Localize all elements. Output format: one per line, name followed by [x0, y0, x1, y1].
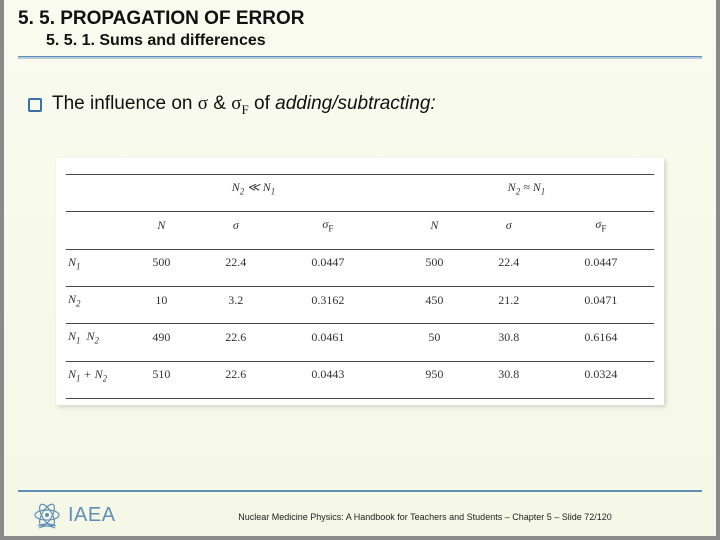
table-row: N2103.20.3162 45021.20.0471 [66, 286, 654, 313]
table-row: N1 N249022.60.0461 5030.80.6164 [66, 324, 654, 351]
table-cell: 0.6164 [548, 324, 654, 351]
table-cell: 50 [399, 324, 470, 351]
data-table-container: N2 ≪ N1 N2 ≈ N1 N σ σF N σ σF N150022.40… [56, 158, 664, 405]
group-left-label: N2 ≪ N1 [126, 174, 381, 201]
table-cell: 30.8 [470, 324, 548, 351]
bullet-italic: adding/subtracting: [275, 93, 436, 114]
col-sigma-right: σ [470, 212, 548, 239]
col-N-left: N [126, 212, 197, 239]
iaea-logo: IAEA [32, 500, 116, 530]
sigma-sub: F [242, 102, 249, 117]
logo-text: IAEA [68, 504, 116, 527]
data-table: N2 ≪ N1 N2 ≈ N1 N σ σF N σ σF N150022.40… [66, 164, 654, 399]
table-cell: 22.4 [197, 249, 275, 276]
slide-header: 5. 5. PROPAGATION OF ERROR 5. 5. 1. Sums… [4, 0, 716, 63]
table-cell: 450 [399, 286, 470, 313]
table-cell: 0.0447 [548, 249, 654, 276]
bullet-icon [28, 98, 42, 112]
bullet-text-pre: The influence on [52, 93, 198, 114]
col-sigmaF-right: σF [548, 212, 654, 239]
table-cell: 10 [126, 286, 197, 313]
slide-body: The influence on σ & σF of adding/subtra… [4, 63, 716, 405]
table-cell: 3.2 [197, 286, 275, 313]
col-N-right: N [399, 212, 470, 239]
bullet-amp: & [208, 93, 231, 114]
table-row: N1 + N251022.60.0443 95030.80.0324 [66, 361, 654, 388]
table-group-header: N2 ≪ N1 N2 ≈ N1 [66, 174, 654, 201]
col-sigmaF-left: σF [275, 212, 381, 239]
group-right-label: N2 ≈ N1 [399, 174, 654, 201]
slide: 5. 5. PROPAGATION OF ERROR 5. 5. 1. Sums… [4, 0, 716, 536]
footer-caption: Nuclear Medicine Physics: A Handbook for… [154, 512, 696, 522]
table-cell: 21.2 [470, 286, 548, 313]
row-label: N1 + N2 [66, 361, 126, 388]
row-label: N1 [66, 249, 126, 276]
table-column-headers: N σ σF N σ σF [66, 212, 654, 239]
table-row: N150022.40.044750022.40.0447 [66, 249, 654, 276]
subsection-title: 5. 5. 1. Sums and differences [46, 32, 702, 50]
table-cell: 950 [399, 361, 470, 388]
bullet-post: of [249, 93, 275, 114]
table-cell: 510 [126, 361, 197, 388]
table-cell: 0.0471 [548, 286, 654, 313]
col-sigma-left: σ [197, 212, 275, 239]
table-cell: 22.6 [197, 361, 275, 388]
bullet-text: The influence on σ & σF of adding/subtra… [52, 93, 436, 118]
table-cell: 0.0447 [275, 249, 381, 276]
slide-footer: IAEA Nuclear Medicine Physics: A Handboo… [4, 478, 716, 536]
atom-icon [32, 500, 62, 530]
sigma-symbol: σ [198, 93, 208, 114]
table-cell: 500 [126, 249, 197, 276]
table-cell: 0.0443 [275, 361, 381, 388]
table-cell: 490 [126, 324, 197, 351]
table-cell: 22.6 [197, 324, 275, 351]
footer-rule [18, 490, 702, 492]
table-cell: 30.8 [470, 361, 548, 388]
table-cell: 0.0461 [275, 324, 381, 351]
table-cell: 500 [399, 249, 470, 276]
section-title: 5. 5. PROPAGATION OF ERROR [18, 8, 702, 30]
table-cell: 22.4 [470, 249, 548, 276]
bullet-item: The influence on σ & σF of adding/subtra… [28, 93, 692, 118]
row-label: N1 N2 [66, 324, 126, 351]
row-label: N2 [66, 286, 126, 313]
table-cell: 0.0324 [548, 361, 654, 388]
table-cell: 0.3162 [275, 286, 381, 313]
header-rule [18, 56, 702, 59]
sigma-symbol-2: σ [231, 93, 241, 114]
